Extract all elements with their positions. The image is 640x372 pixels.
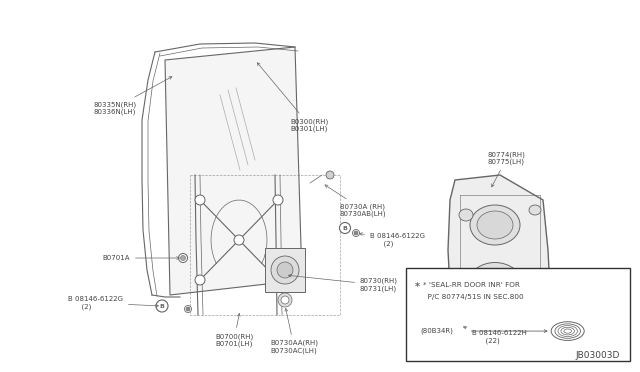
Text: P/C 80774/51S IN SEC.800: P/C 80774/51S IN SEC.800 [424, 294, 524, 300]
Ellipse shape [186, 307, 190, 311]
Polygon shape [165, 47, 302, 295]
Text: B: B [445, 323, 451, 327]
Ellipse shape [179, 253, 188, 263]
Ellipse shape [458, 324, 462, 328]
Text: 80730(RH)
80731(LH): 80730(RH) 80731(LH) [289, 274, 398, 292]
Text: B: B [342, 225, 348, 231]
Text: B0700(RH)
B0701(LH): B0700(RH) B0701(LH) [215, 314, 253, 347]
Bar [406, 268, 630, 361]
Ellipse shape [354, 231, 358, 235]
Text: *: * [415, 282, 419, 292]
Ellipse shape [278, 293, 292, 307]
Ellipse shape [458, 294, 472, 306]
Ellipse shape [195, 195, 205, 205]
Ellipse shape [184, 305, 191, 312]
Ellipse shape [456, 323, 463, 330]
Text: B0701A: B0701A [102, 255, 179, 261]
Ellipse shape [156, 300, 168, 312]
Ellipse shape [475, 269, 515, 301]
Bar [265, 248, 305, 292]
Ellipse shape [467, 263, 522, 308]
Ellipse shape [273, 275, 283, 285]
Ellipse shape [470, 205, 520, 245]
Ellipse shape [180, 256, 186, 260]
Text: 80730A (RH)
80730AB(LH): 80730A (RH) 80730AB(LH) [325, 185, 387, 217]
Text: B 08146-6122H
      (22): B 08146-6122H (22) [463, 326, 527, 343]
Ellipse shape [442, 320, 454, 330]
Ellipse shape [477, 211, 513, 239]
Ellipse shape [459, 209, 473, 221]
Text: 80774(RH)
80775(LH): 80774(RH) 80775(LH) [488, 151, 526, 187]
Polygon shape [448, 175, 550, 330]
Text: B: B [159, 304, 164, 308]
Text: * 'SEAL-RR DOOR INR' FOR: * 'SEAL-RR DOOR INR' FOR [424, 282, 520, 288]
Ellipse shape [529, 205, 541, 215]
Text: 80335N(RH)
80336N(LH): 80335N(RH) 80336N(LH) [93, 77, 172, 115]
Ellipse shape [326, 171, 334, 179]
Ellipse shape [271, 256, 299, 284]
Text: (80B34R): (80B34R) [420, 328, 453, 334]
Ellipse shape [195, 275, 205, 285]
Text: B 08146-6122G
      (2): B 08146-6122G (2) [68, 296, 159, 310]
Text: B0730AA(RH)
B0730AC(LH): B0730AA(RH) B0730AC(LH) [270, 308, 318, 354]
Ellipse shape [273, 195, 283, 205]
Text: B0300(RH)
B0301(LH): B0300(RH) B0301(LH) [257, 63, 328, 132]
Ellipse shape [234, 235, 244, 245]
Text: B 08146-6122G
      (2): B 08146-6122G (2) [360, 232, 425, 247]
Ellipse shape [281, 296, 289, 304]
Ellipse shape [353, 230, 360, 237]
Ellipse shape [339, 222, 351, 234]
Text: JB03003D: JB03003D [575, 351, 620, 360]
Ellipse shape [277, 262, 293, 278]
